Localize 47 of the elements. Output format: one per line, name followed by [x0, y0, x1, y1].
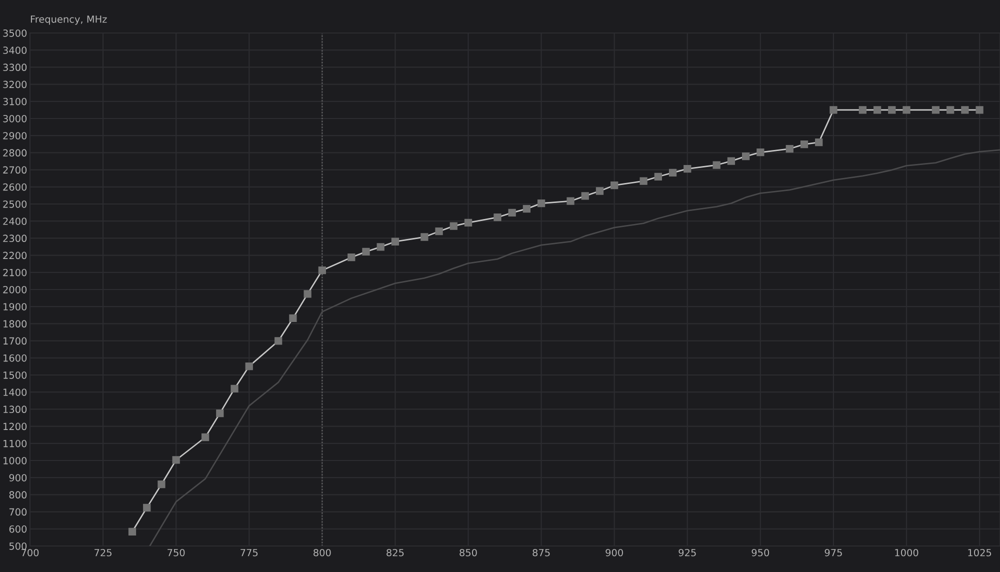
y-tick-label: 2600 [3, 183, 27, 191]
x-tick-label: 925 [678, 548, 696, 556]
y-tick-label: 1900 [4, 303, 27, 310]
y-tick-label: 600 [9, 525, 27, 533]
y-tick-label: 1200 [4, 422, 27, 430]
y-axis-title: Frequency, MHz [30, 16, 107, 25]
y-tick-label: 1800 [4, 320, 27, 328]
y-tick-label: 900 [9, 474, 27, 482]
x-tick-label: 750 [168, 548, 185, 556]
y-tick-label: 700 [9, 508, 27, 516]
y-tick-label: 3400 [3, 46, 27, 54]
y-tick-label: 3100 [3, 98, 27, 106]
y-tick-label: 2700 [3, 166, 27, 174]
y-tick-label: 1000 [4, 456, 27, 464]
y-tick-label: 3000 [3, 114, 27, 122]
x-tick-label: 825 [386, 548, 404, 556]
y-tick-label: 1400 [4, 388, 27, 396]
x-tick-label: 975 [824, 548, 842, 556]
y-tick-label: 2900 [3, 132, 27, 140]
y-tick-label: 2400 [3, 218, 27, 225]
y-tick-label: 3200 [3, 80, 27, 88]
y-tick-label: 2100 [3, 268, 27, 276]
y-tick-label: 1100 [4, 440, 27, 448]
x-tick-label: 775 [240, 549, 258, 556]
x-tick-label: 950 [752, 548, 770, 556]
x-tick-label: 700 [22, 548, 39, 556]
y-tick-label: 2800 [3, 149, 27, 157]
x-tick-label: 850 [460, 548, 477, 556]
y-tick-label: 1500 [4, 371, 27, 379]
x-tick-label: 875 [532, 548, 550, 556]
x-tick-label: 1000 [895, 548, 918, 556]
x-tick-label: 900 [606, 548, 623, 556]
y-tick-label: 1600 [4, 354, 27, 362]
y-tick-label: 2000 [3, 286, 27, 294]
y-tick-label: 800 [9, 491, 27, 499]
y-tick-label: 3500 [3, 29, 27, 37]
y-tick-label: 2500 [3, 200, 27, 208]
y-tick-label: 500 [9, 542, 27, 550]
y-tick-label: 1700 [4, 337, 27, 345]
y-tick-label: 2300 [3, 234, 27, 242]
x-tick-label: 1025 [968, 548, 992, 556]
y-tick-label: 3300 [3, 64, 27, 72]
line-series [149, 149, 1000, 546]
y-tick-label: 1300 [4, 406, 27, 414]
y-tick-label: 2200 [3, 252, 27, 260]
x-tick-label: 725 [94, 548, 112, 556]
x-tick-label: 800 [314, 548, 331, 556]
